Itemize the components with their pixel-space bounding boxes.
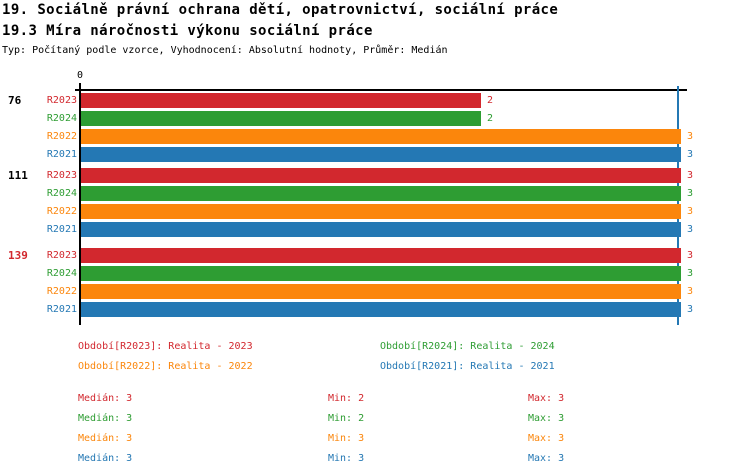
legend-item: Období[R2024]: Realita - 2024	[380, 341, 555, 352]
bar	[81, 266, 681, 281]
bar-value-label: 3	[687, 131, 694, 142]
bar-row-label: R2021	[46, 224, 77, 235]
x-axis-zero-label: 0	[76, 70, 84, 81]
bar-chart: 0 76 R2023 2 R2024 2 R2022 3 R2021 3 111 R2023 3 R20…	[8, 70, 694, 325]
stat-median: Medián: 3	[78, 393, 133, 404]
stat-min: Min: 2	[328, 393, 365, 404]
bar-row-label: R2024	[46, 113, 77, 124]
stat-max: Max: 3	[528, 453, 565, 464]
legend-item: Období[R2022]: Realita - 2022	[78, 361, 253, 372]
bar-value-label: 3	[687, 188, 694, 199]
legend-item: Období[R2023]: Realita - 2023	[78, 341, 253, 352]
bar-row-label: R2021	[46, 304, 77, 315]
bar-value-label: 3	[687, 304, 694, 315]
group-label: 139	[8, 249, 28, 262]
bar	[81, 186, 681, 201]
bar	[81, 222, 681, 237]
bar-row-label: R2022	[46, 286, 77, 297]
bar-value-label: 2	[487, 95, 494, 106]
bar-row-label: R2023	[46, 170, 77, 181]
bar-row-label: R2022	[46, 131, 77, 142]
group-label: 76	[8, 94, 22, 107]
bar-value-label: 3	[687, 250, 694, 261]
stat-max: Max: 3	[528, 393, 565, 404]
stat-min: Min: 3	[328, 433, 365, 444]
bar	[81, 129, 681, 144]
bar-value-label: 2	[487, 113, 494, 124]
bar	[81, 204, 681, 219]
bar-row-label: R2024	[46, 188, 77, 199]
bar-value-label: 3	[687, 149, 694, 160]
report-subtitle: Typ: Počítaný podle vzorce, Vyhodnocení:…	[2, 45, 448, 56]
report-title-line1: 19. Sociálně právní ochrana dětí, opatro…	[2, 2, 559, 18]
report-title-line2: 19.3 Míra náročnosti výkonu sociální prá…	[2, 23, 373, 39]
x-axis-line	[75, 89, 687, 91]
bar-value-label: 3	[687, 224, 694, 235]
bar-row-label: R2024	[46, 268, 77, 279]
bar-value-label: 3	[687, 206, 694, 217]
stat-median: Medián: 3	[78, 453, 133, 464]
legend-item: Období[R2021]: Realita - 2021	[380, 361, 555, 372]
stat-max: Max: 3	[528, 413, 565, 424]
stat-median: Medián: 3	[78, 433, 133, 444]
stat-min: Min: 3	[328, 453, 365, 464]
bar-row-label: R2023	[46, 95, 77, 106]
bar	[81, 284, 681, 299]
bar-row-label: R2022	[46, 206, 77, 217]
bar-row-label: R2023	[46, 250, 77, 261]
bar	[81, 248, 681, 263]
group-label: 111	[8, 169, 28, 182]
bar-value-label: 3	[687, 286, 694, 297]
y-axis-line	[79, 83, 81, 325]
bar	[81, 111, 481, 126]
stat-max: Max: 3	[528, 433, 565, 444]
bar	[81, 147, 681, 162]
stat-min: Min: 2	[328, 413, 365, 424]
bar-row-label: R2021	[46, 149, 77, 160]
bar-value-label: 3	[687, 170, 694, 181]
bar	[81, 302, 681, 317]
bar	[81, 168, 681, 183]
bar-value-label: 3	[687, 268, 694, 279]
stat-median: Medián: 3	[78, 413, 133, 424]
bar	[81, 93, 481, 108]
